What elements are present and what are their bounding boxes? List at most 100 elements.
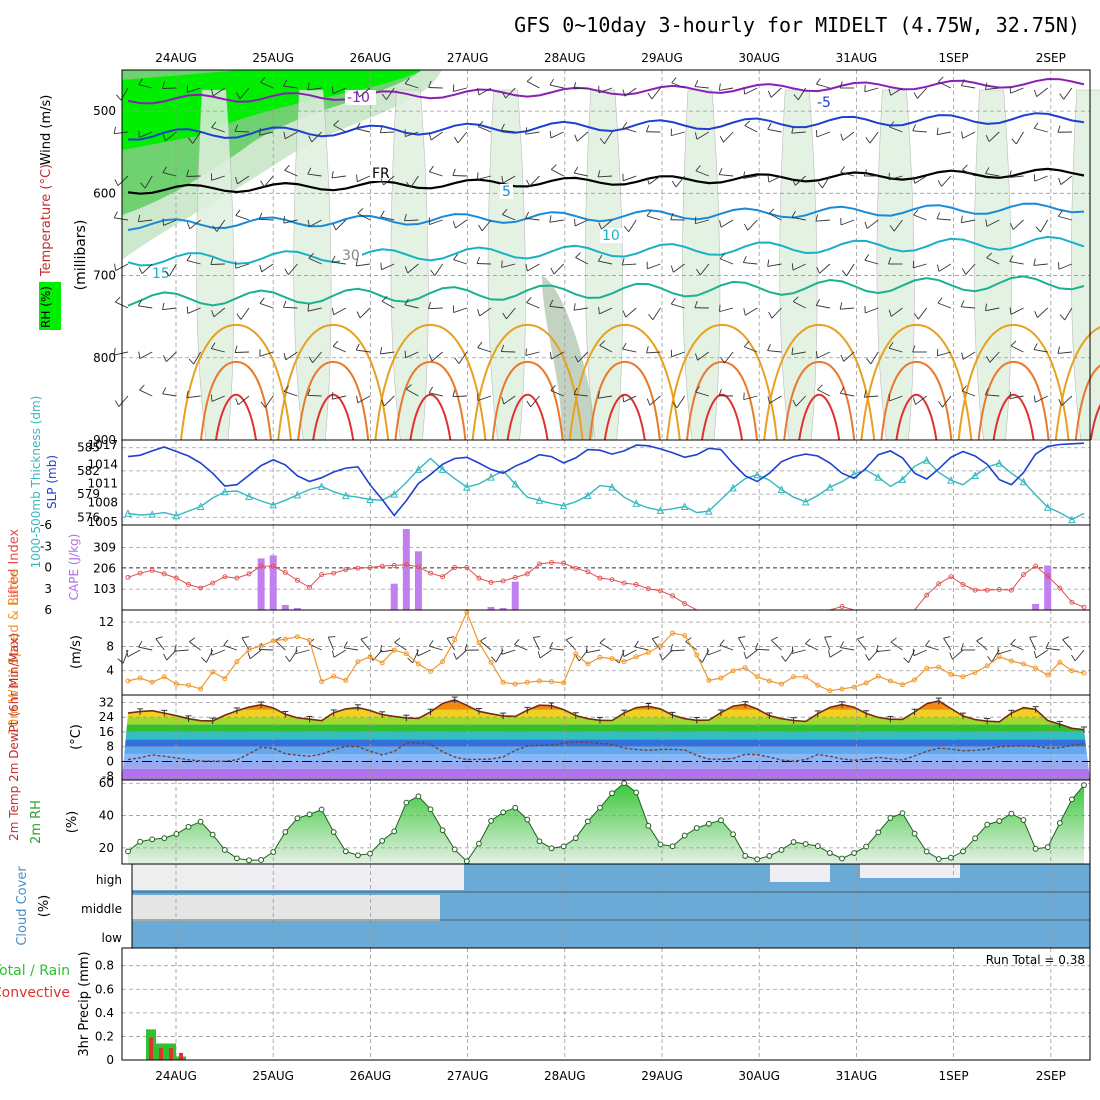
wind-speed-point [754,674,760,680]
rh-point [294,815,301,822]
rh-point [367,850,373,857]
wind-barb [308,257,322,265]
li-point [415,564,421,570]
rh-point [355,852,361,859]
surface-wind-barb-flag [1033,650,1037,658]
wind-barb [240,307,250,320]
wind-barb [453,259,467,265]
wind-barb-flag [211,121,217,128]
wind-barb [671,303,685,309]
wind-barb-flag [839,81,843,89]
wind-barb [283,306,298,309]
wind-barb [332,345,347,353]
wind-barb-flag [622,89,626,97]
wind-barb [434,263,444,276]
wind-barb-flag [284,164,290,171]
wind-barb [307,307,322,312]
li-point [609,577,615,582]
wind-barb-flag [913,313,919,320]
wind-barb [381,263,395,271]
wind-barb-flag [865,137,871,144]
wind-barb-flag [960,215,963,223]
rh-point [306,811,313,818]
surface-wind-barb-flag [925,639,930,647]
wind-barb [284,131,298,140]
rh-point [621,780,628,787]
rh-point [476,840,482,847]
wind-barb [651,87,661,100]
wind-barb-flag [694,132,698,140]
wind-barb [117,175,129,187]
wind-barb [696,131,710,140]
wind-barb [505,87,516,99]
wind-barb [869,131,879,144]
wind-barb [988,131,1000,142]
wind-barb-flag [672,401,678,409]
wind-barb [283,219,298,224]
wind-barb [622,127,637,133]
wind-barb-flag [478,224,483,232]
li-label: Lifted Index [7,528,22,605]
wind-barb-flag [137,214,141,222]
wind-barb [893,219,903,232]
contour-label: -10 [347,90,370,106]
thickness-point [705,506,713,515]
surface-wind-barb-flag [241,636,249,639]
wind-speed-point [379,660,385,666]
temp-contour-25 [297,360,370,441]
wind-barb-flag [332,223,337,231]
date-label-top: 31AUG [836,51,878,65]
rh-point [560,843,567,850]
rh-point [826,850,833,856]
rh-point [209,831,216,838]
li-point [996,587,1002,592]
surface-wind-barb [189,641,201,651]
wind-barb [817,389,831,397]
date-label-bottom: 25AUG [252,1069,294,1083]
li-point [670,593,676,599]
wind-barb-flag [646,398,651,406]
surface-wind-barb [138,646,153,651]
wind-barb-flag [840,166,845,173]
surface-wind-barb [662,649,673,661]
wind-barb-flag [404,77,410,84]
contour-label-bg [340,248,362,263]
surface-wind-barb [976,640,988,651]
wind-barb [527,263,540,272]
wind-barb [1015,131,1024,145]
precip-tick-label: 0.8 [95,959,114,973]
wind-barb [381,300,395,309]
contour-label: -5 [817,95,831,111]
surface-wind-barb-flag [1071,654,1076,662]
date-label-bottom: 30AUG [738,1069,780,1083]
rh-point [1008,810,1015,817]
surface-wind-barb [456,649,468,660]
li-point [536,561,542,567]
surface-wind-barb [223,645,238,651]
wind-barb-flag [284,268,289,275]
surface-wind-barb-flag [839,641,845,648]
surface-wind-barb [599,642,613,651]
li-point [500,578,506,584]
wind-barb [525,217,540,221]
wind-barb-flag [791,263,794,271]
wind-speed-point [270,638,276,644]
wind-barb [574,172,588,177]
cape-bar [402,529,410,610]
wind-barb [431,351,443,362]
wind-speed-point [682,633,688,638]
wind-barb-flag [574,355,579,363]
temp-contour-25 [588,360,661,441]
slp-tick-label: 1017 [87,438,118,452]
thickness-point [608,483,616,491]
surface-wind-barb [446,638,456,651]
wind-barb [212,87,226,97]
wind-barb [628,219,637,232]
wind-barb-flag [307,304,310,312]
wind-barb-flag [718,167,723,175]
wind-barb-flag [936,264,940,272]
temp-band [122,768,1090,780]
precip-frame [121,947,1091,1061]
rh-point [584,818,591,825]
surface-wind-barb [952,649,964,660]
